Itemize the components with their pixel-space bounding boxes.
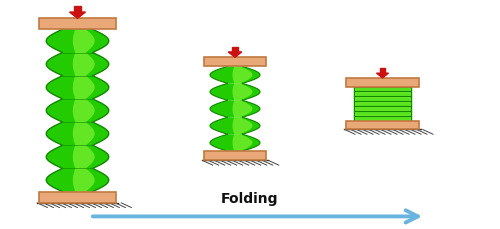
Polygon shape (210, 66, 260, 83)
Polygon shape (232, 83, 252, 100)
Polygon shape (380, 68, 385, 73)
Polygon shape (232, 100, 252, 117)
Polygon shape (354, 87, 411, 121)
Polygon shape (355, 87, 410, 91)
Polygon shape (355, 112, 410, 115)
Polygon shape (232, 117, 252, 134)
Polygon shape (46, 29, 109, 192)
Polygon shape (73, 29, 94, 192)
Polygon shape (70, 12, 86, 18)
Polygon shape (210, 117, 260, 134)
Polygon shape (232, 46, 238, 52)
Polygon shape (355, 92, 410, 96)
Polygon shape (355, 106, 410, 110)
Bar (204, 57, 266, 66)
Bar (346, 121, 419, 129)
Bar (39, 192, 116, 203)
Polygon shape (355, 102, 410, 106)
Polygon shape (228, 52, 242, 57)
Polygon shape (232, 66, 252, 83)
Bar (346, 78, 419, 87)
Polygon shape (210, 83, 260, 100)
Polygon shape (232, 134, 252, 151)
Polygon shape (355, 97, 410, 101)
Bar (39, 18, 116, 29)
Polygon shape (210, 100, 260, 117)
Text: Folding: Folding (221, 192, 279, 206)
Polygon shape (74, 6, 81, 12)
Bar (204, 151, 266, 160)
Polygon shape (376, 73, 388, 78)
Polygon shape (210, 134, 260, 151)
Polygon shape (355, 116, 410, 120)
